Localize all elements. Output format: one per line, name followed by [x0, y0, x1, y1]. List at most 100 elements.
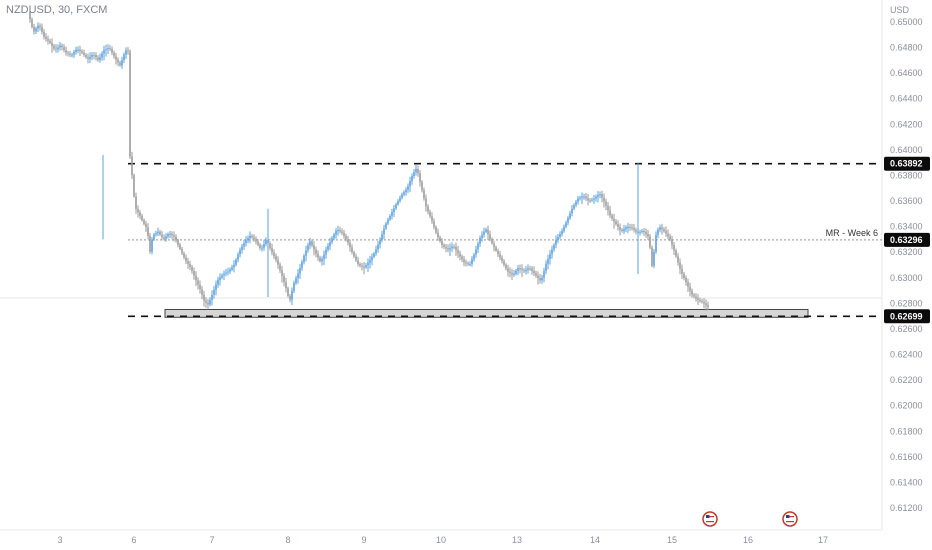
candle-body [537, 275, 539, 278]
candle-body [95, 55, 97, 58]
candle-body [193, 270, 195, 276]
support-zone[interactable] [164, 308, 809, 318]
candle-body [389, 215, 391, 220]
price-tick-label: 0.63800 [890, 170, 923, 180]
candle-body [661, 227, 663, 230]
candle-body [91, 54, 93, 57]
candle-body [431, 216, 433, 222]
candle-body [195, 275, 197, 281]
candle-body [457, 250, 459, 254]
candle-body [523, 270, 525, 272]
candle-body [239, 249, 241, 255]
candle-body [623, 229, 625, 232]
candle-body [79, 49, 81, 52]
price-tick-label: 0.65000 [890, 17, 923, 27]
candle-body [243, 243, 245, 247]
candle-body [177, 240, 179, 245]
price-tick-label: 0.62400 [890, 350, 923, 360]
candle-body [561, 231, 563, 235]
candle-body [451, 246, 453, 249]
symbol-label[interactable]: NZDUSD, 30, FXCM [6, 4, 108, 16]
candle-body [377, 244, 379, 250]
candle-body [335, 230, 337, 235]
candle-body [221, 275, 223, 278]
candle-body [139, 212, 141, 216]
candle-body [117, 59, 119, 63]
candle-body [101, 53, 103, 58]
candle-body [363, 266, 365, 268]
candle-body [277, 260, 279, 265]
candle-body [455, 246, 457, 251]
candle-body [75, 49, 77, 53]
candle-body [93, 54, 95, 56]
candle-body [627, 226, 629, 228]
candle-body [641, 230, 643, 232]
time-tick-label: 14 [590, 535, 600, 545]
candle-body [183, 253, 185, 258]
candle-body [259, 244, 261, 249]
candle-body [241, 246, 243, 250]
candle-body [115, 56, 117, 60]
candle-body [191, 266, 193, 271]
candle-body [615, 221, 617, 225]
candle-body [355, 256, 357, 261]
price-tick-label: 0.61600 [890, 452, 923, 462]
candle-body [225, 272, 227, 274]
candle-body [629, 226, 631, 228]
candle-body [429, 211, 431, 217]
candle-body [459, 253, 461, 257]
candle-body [515, 270, 517, 274]
candle-body [305, 250, 307, 256]
candle-body [281, 270, 283, 276]
candle-body [49, 40, 51, 43]
candle-body [303, 255, 305, 262]
candle-body [77, 49, 79, 51]
candle-body [533, 270, 535, 274]
candle-body [289, 295, 291, 300]
candle-body [621, 229, 623, 232]
candle-body [329, 242, 331, 246]
candle-body [125, 50, 127, 55]
price-tick-label: 0.64200 [890, 119, 923, 129]
candle-body [403, 192, 405, 195]
candle-body [83, 52, 85, 55]
candle-body [471, 259, 473, 265]
candle-body [263, 243, 265, 248]
time-tick-label: 13 [512, 535, 522, 545]
candle-body [271, 247, 273, 253]
candle-body [391, 212, 393, 216]
candle-body [63, 47, 65, 50]
candle-body [591, 199, 593, 201]
economic-event-flag-icon[interactable] [702, 511, 718, 527]
candle-body [323, 254, 325, 260]
candle-body [219, 277, 221, 280]
price-tick-label: 0.64000 [890, 145, 923, 155]
candle-body [359, 264, 361, 266]
candle-body [685, 277, 687, 283]
candle-body [381, 234, 383, 240]
candle-body [57, 47, 59, 50]
candle-body [121, 60, 123, 66]
candle-body [405, 189, 407, 193]
candle-body [625, 227, 627, 230]
candle-body [407, 186, 409, 190]
price-tick-label: 0.64800 [890, 43, 923, 53]
candle-body [175, 236, 177, 241]
economic-event-flag-icon[interactable] [782, 511, 798, 527]
candle-body [43, 32, 45, 37]
candle-body [347, 239, 349, 243]
candle-body [433, 221, 435, 227]
candle-body [333, 234, 335, 239]
candle-body [687, 282, 689, 287]
candle-body [655, 234, 657, 252]
candle-body [361, 265, 363, 267]
candle-body [599, 194, 601, 196]
candle-body [617, 224, 619, 228]
candle-body [71, 54, 73, 56]
candle-body [395, 204, 397, 209]
candle-body [143, 220, 145, 225]
candle-body [613, 218, 615, 222]
candle-body [287, 288, 289, 296]
candle-body [187, 261, 189, 264]
